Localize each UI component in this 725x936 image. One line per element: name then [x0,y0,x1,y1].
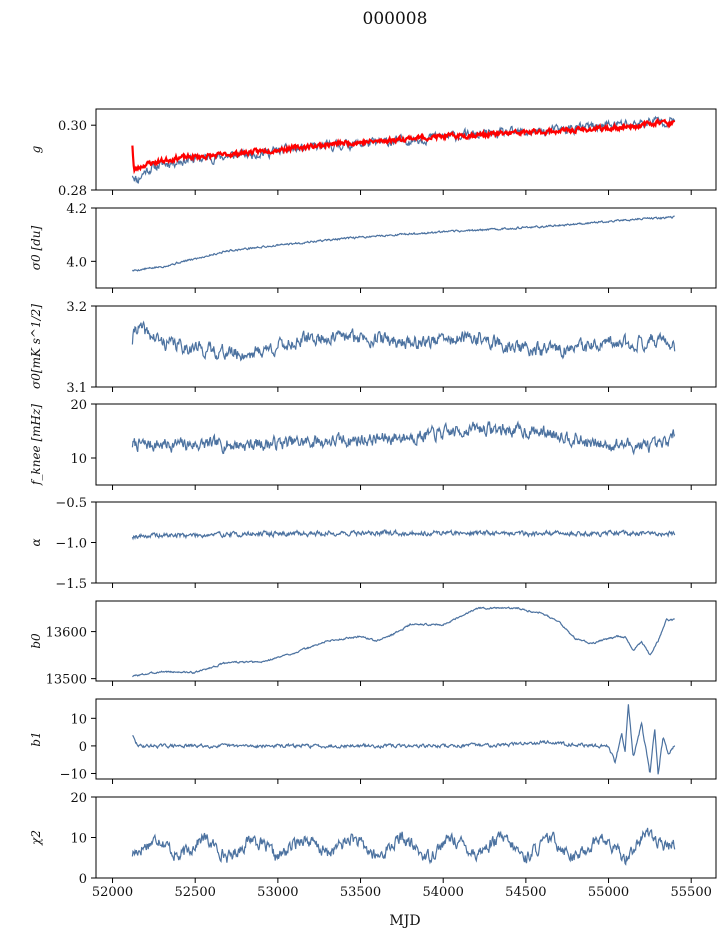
y-tick-label: 0.28 [58,184,87,199]
panels: 0.28 0.30 g 4.0 4.2 σ0 [du] 3.1 3.2 σ0[mK s^1/2]… [29,108,717,900]
y-axis-label: σ0 [du] [29,225,43,270]
axes-frame [95,108,717,191]
axes-frame [95,403,717,486]
y-tick-label: 10 [70,452,87,467]
y-tick-label: 0.30 [58,119,87,134]
y-tick-label: −0.5 [55,496,87,511]
x-tick-label: 55500 [671,885,712,900]
y-axis-label: σ0[mK s^1/2] [29,304,43,389]
x-tick-label: 52000 [92,885,133,900]
y-tick-label: 0 [79,872,87,887]
y-tick-label: 3.1 [66,381,87,396]
y-tick-label: 20 [70,398,87,413]
y-axis-label: b0 [29,633,43,649]
axes-frame [95,305,717,388]
panel-1: 0.28 0.30 g [29,108,717,199]
axes-frame [95,796,717,879]
y-tick-label: −1.0 [55,537,87,552]
axes-frame [95,207,717,289]
series-line-1 [131,215,675,272]
x-tick-label: 55000 [588,885,629,900]
y-tick-label: 4.2 [66,202,87,217]
y-tick-label: −10 [60,767,87,782]
y-axis-label: g [29,145,43,153]
x-tick-label: 54500 [505,885,546,900]
y-tick-label: 0 [79,740,87,755]
y-tick-label: −1.5 [55,577,87,592]
y-tick-label: 13600 [46,626,87,641]
y-tick-label: 10 [70,712,87,727]
x-tick-label: 52500 [175,885,216,900]
x-tick-label: 54000 [423,885,464,900]
y-tick-label: 4.0 [66,255,87,270]
y-axis-label: α [29,538,43,546]
panel-8: 0 10 20 52000 52500 53000 53500 54000 54500 55000… [29,791,717,900]
series-line-1 [132,606,675,678]
x-tick-label: 53500 [340,885,381,900]
y-axis-label: χ2 [29,830,43,846]
y-axis-label: f_knee [mHz] [29,404,43,486]
series-line-1 [131,528,676,541]
x-tick-label: 53000 [257,885,298,900]
series-line-1 [132,704,676,775]
axes-frame [95,501,717,584]
x-axis-label: MJD [389,913,420,929]
figure-title: 000008 [363,9,428,29]
panel-2: 4.0 4.2 σ0 [du] [29,202,717,293]
y-tick-label: 10 [70,832,87,847]
series-line-2 [131,117,676,175]
y-tick-label: 3.2 [66,300,87,315]
panel-7: −10 0 10 b1 [29,698,717,784]
series-line-1 [131,827,676,866]
y-tick-label: 13500 [46,673,87,688]
panel-3: 3.1 3.2 σ0[mK s^1/2] [29,300,717,396]
axes-frame [95,600,717,682]
y-axis-label: b1 [29,731,43,746]
panel-4: 10 20 f_knee [mHz] [29,398,717,490]
y-tick-label: 20 [70,791,87,806]
series-line-1 [131,320,676,362]
axes-frame [95,698,717,780]
series-line-1 [131,420,676,456]
series-line-1 [131,115,676,184]
panel-5: −1.5 −1.0 −0.5 α [29,496,717,592]
